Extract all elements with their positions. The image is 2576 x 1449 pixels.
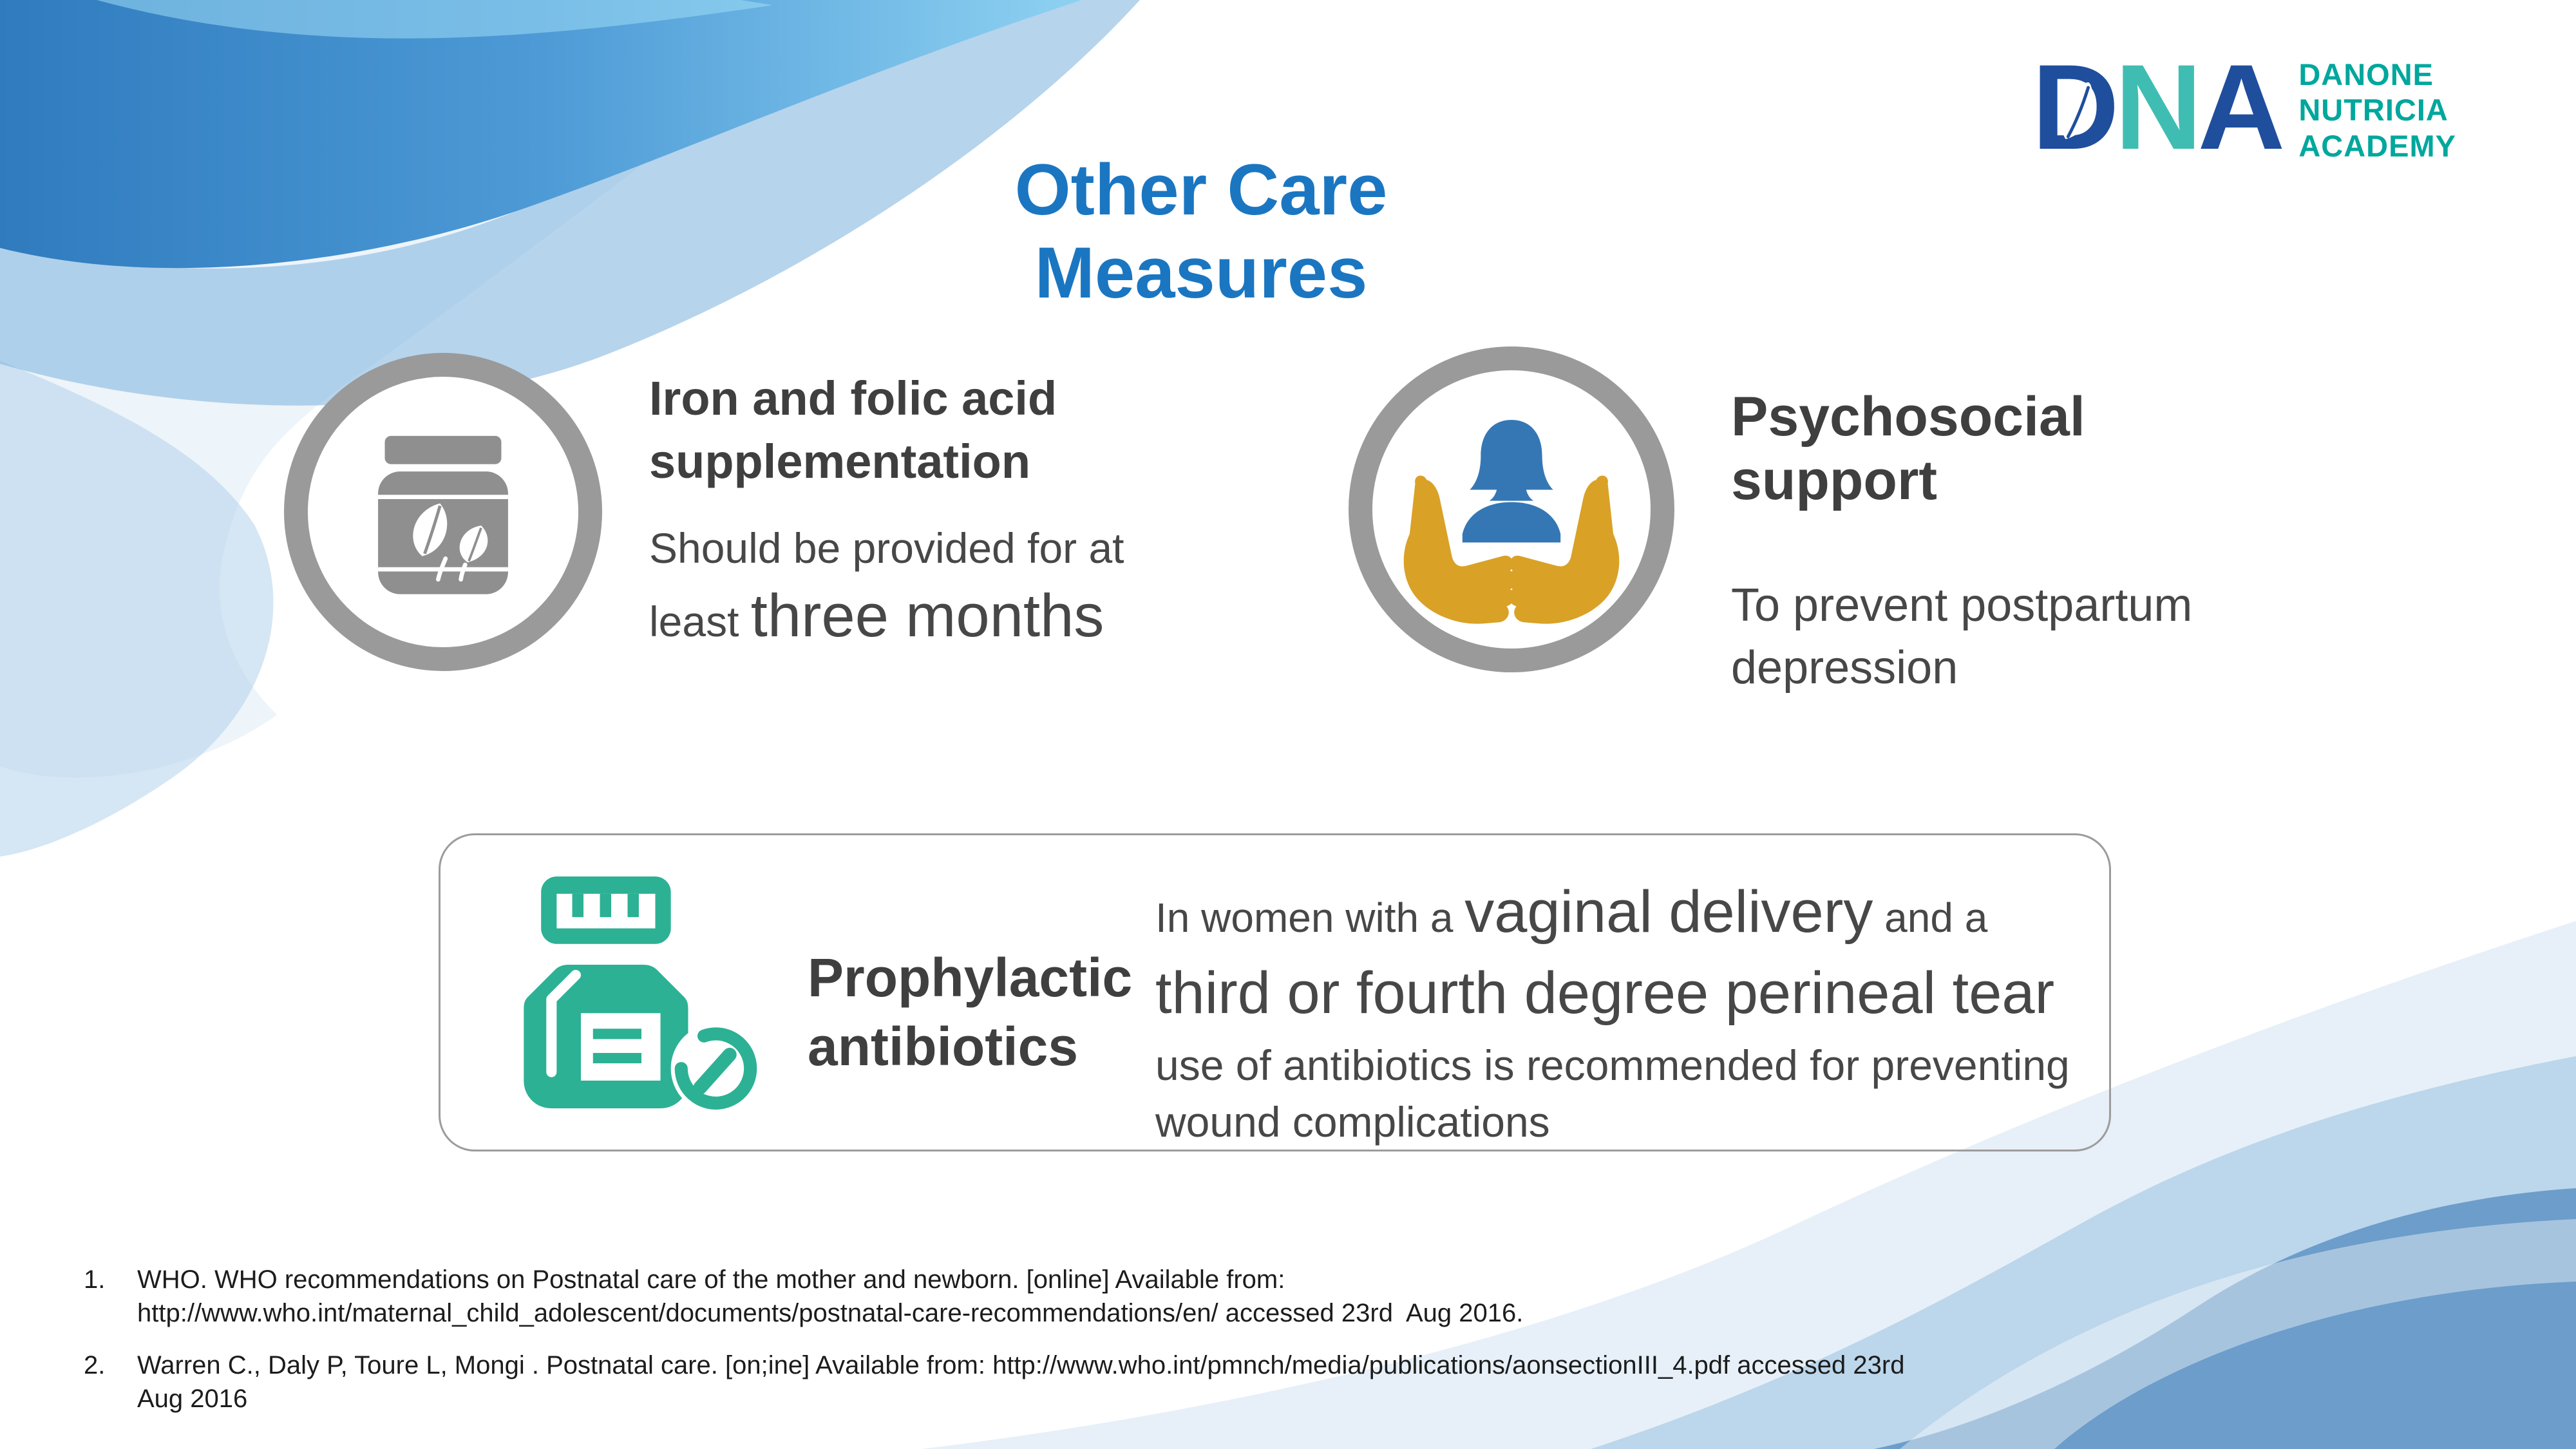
psychosocial-circle-badge [1349,346,1674,672]
caring-hands-icon [1403,419,1620,624]
antibiotics-text: In women with a vaginal delivery and a t… [1155,867,2102,1150]
logo-caption-line-2: NUTRICIA [2298,93,2448,128]
reference-1-line-2: http://www.who.int/maternal_child_adoles… [137,1298,1524,1327]
dna-logo: DNA DANONE NUTRICIA ACADEMY [2032,46,2456,167]
leaf-icon [2060,82,2094,140]
supplement-circle-badge [284,353,602,671]
iron-heading: Iron and folic acid supplementation [649,372,1057,488]
right-hand-icon [1506,475,1620,624]
logo-caption-line-1: DANONE [2298,57,2434,91]
iron-section: Iron and folic acid supplementation Shou… [649,367,1216,655]
antibiotics-line2: third or fourth degree perineal tear [1155,960,2055,1026]
dna-letters: DNA [2032,46,2285,167]
antibiotics-line1-prefix: In women with a [1155,895,1465,941]
iron-body: Should be provided for at least three mo… [649,521,1216,655]
logo-letter-a: A [2197,39,2286,175]
logo-caption-line-3: ACADEMY [2298,128,2456,163]
reference-2-line-2: Aug 2016 [137,1384,248,1413]
reference-text-2: Warren C., Daly P, Toure L, Mongi . Post… [137,1349,1904,1416]
antibiotics-box: Prophylactic antibiotics In women with a… [439,833,2111,1151]
reference-text-1: WHO. WHO recommendations on Postnatal ca… [137,1264,1523,1330]
psychosocial-heading: Psychosocial support [1731,386,2085,511]
pill-icon [670,1023,761,1113]
reference-2-line-1: Warren C., Daly P, Toure L, Mongi . Post… [137,1351,1905,1380]
reference-number-1: 1. [84,1265,106,1294]
person-icon [1462,419,1561,543]
logo-caption: DANONE NUTRICIA ACADEMY [2298,57,2456,164]
reference-list: 1. WHO. WHO recommendations on Postnatal… [84,1264,1951,1435]
psychosocial-section: Psychosocial support To prevent postpart… [1731,385,2278,699]
antibiotics-line1: In women with a vaginal delivery and a [1155,867,2102,956]
left-hand-icon [1403,475,1517,624]
medicine-bottle-icon [524,876,761,1113]
reference-item-2: 2. Warren C., Daly P, Toure L, Mongi . P… [84,1349,1951,1416]
reference-item-1: 1. WHO. WHO recommendations on Postnatal… [84,1264,1951,1330]
psychosocial-body: To prevent postpartum depression [1731,580,2193,694]
reference-number-2: 2. [84,1351,106,1380]
logo-letter-n: N [2114,39,2202,175]
vaginal-delivery-emphasis: vaginal delivery [1464,879,1873,945]
slide-title: Other Care Measures [1014,149,1388,313]
supplement-jar-icon [378,435,508,594]
reference-1-line-1: WHO. WHO recommendations on Postnatal ca… [137,1265,1285,1294]
antibiotics-line1-suffix: and a [1873,895,1988,941]
antibiotics-heading: Prophylactic antibiotics [808,947,1133,1077]
antibiotics-line3: use of antibiotics is recommended for pr… [1155,1041,2070,1146]
three-months-emphasis: three months [750,582,1104,650]
